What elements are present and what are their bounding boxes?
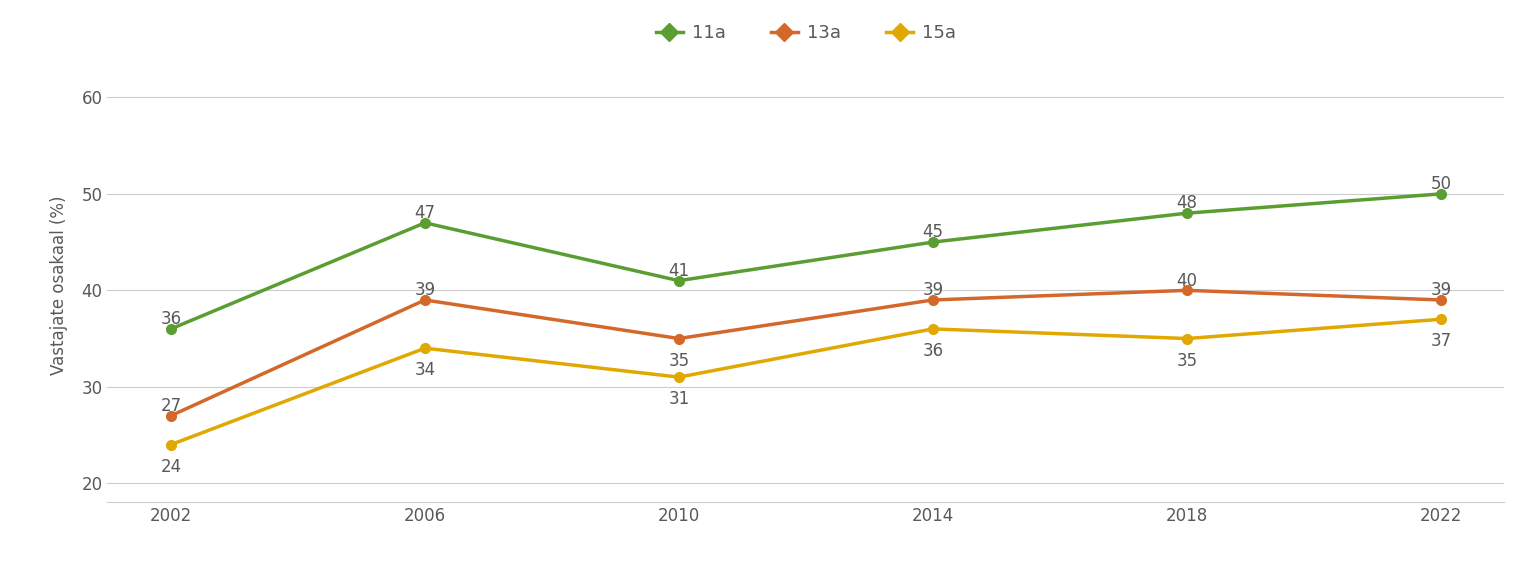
Text: 40: 40 <box>1176 272 1197 289</box>
13a <box>1177 287 1196 293</box>
13a <box>1432 296 1451 303</box>
Text: 31: 31 <box>668 391 689 408</box>
13a <box>669 335 688 342</box>
15a <box>1432 316 1451 323</box>
Text: 34: 34 <box>414 361 436 379</box>
Line: 13a: 13a <box>166 286 1446 421</box>
Text: 50: 50 <box>1431 175 1451 193</box>
Y-axis label: Vastajate osakaal (%): Vastajate osakaal (%) <box>49 196 68 375</box>
15a <box>416 345 434 352</box>
15a <box>161 441 180 448</box>
Line: 15a: 15a <box>166 315 1446 449</box>
13a <box>161 412 180 419</box>
15a <box>924 325 942 332</box>
11a <box>924 239 942 246</box>
11a <box>416 219 434 226</box>
Text: 45: 45 <box>923 223 944 242</box>
Text: 24: 24 <box>160 458 181 476</box>
15a <box>669 373 688 380</box>
11a <box>669 278 688 284</box>
11a <box>1432 191 1451 198</box>
Line: 11a: 11a <box>166 189 1446 334</box>
15a <box>1177 335 1196 342</box>
Text: 37: 37 <box>1431 332 1452 351</box>
Text: 39: 39 <box>923 282 944 299</box>
13a <box>416 296 434 303</box>
Text: 47: 47 <box>414 204 436 222</box>
Text: 36: 36 <box>160 310 181 328</box>
Text: 35: 35 <box>668 352 689 370</box>
Legend: 11a, 13a, 15a: 11a, 13a, 15a <box>648 17 964 49</box>
Text: 35: 35 <box>1176 352 1197 370</box>
11a <box>161 325 180 332</box>
11a <box>1177 210 1196 216</box>
Text: 39: 39 <box>1431 282 1452 299</box>
Text: 39: 39 <box>414 282 436 299</box>
Text: 36: 36 <box>923 342 944 360</box>
13a <box>924 296 942 303</box>
Text: 27: 27 <box>160 397 181 415</box>
Text: 48: 48 <box>1176 195 1197 212</box>
Text: 41: 41 <box>668 262 689 280</box>
